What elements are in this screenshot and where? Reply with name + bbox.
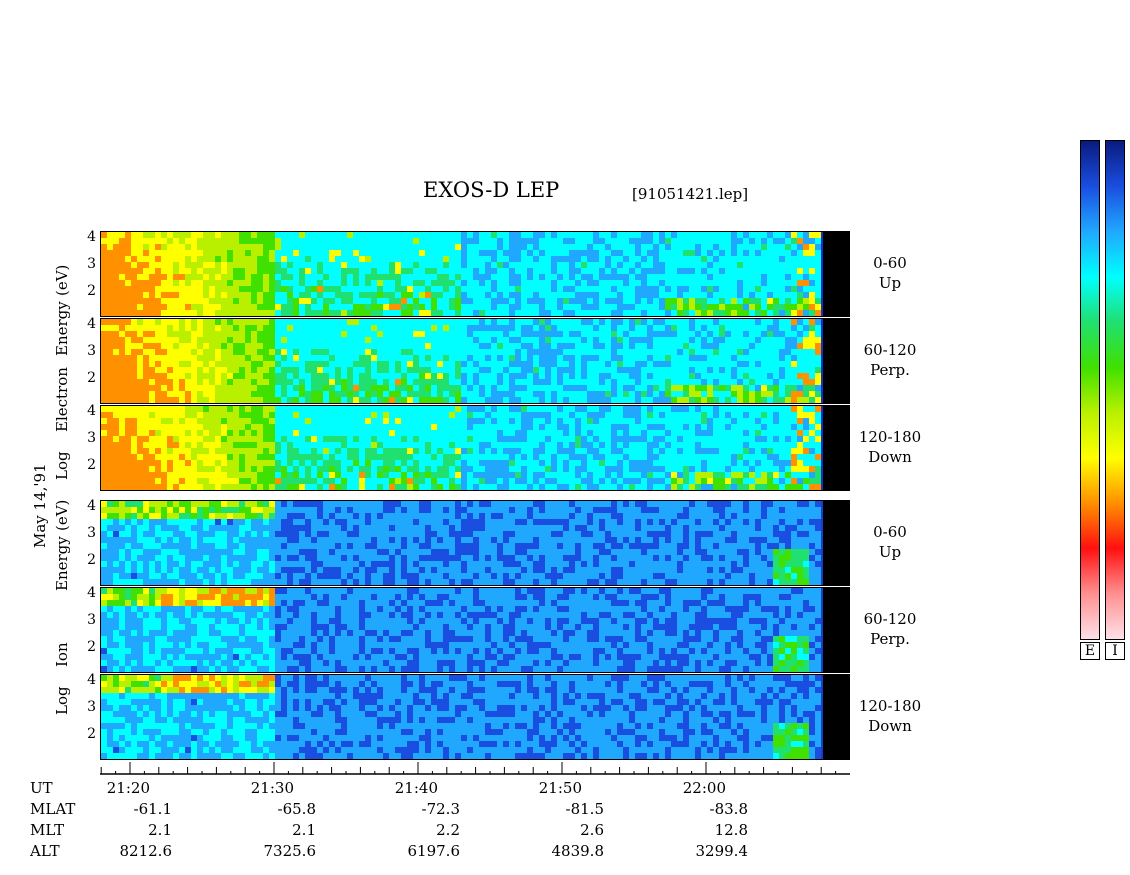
panel-pitch-range: 0-60 xyxy=(873,523,907,541)
x-value-alt: 4839.8 xyxy=(551,842,605,860)
y-tick-label: 2 xyxy=(87,726,96,742)
x-value-alt: 3299.4 xyxy=(695,842,749,860)
spectrogram-electron-2 xyxy=(100,318,850,404)
y-tick-label: 3 xyxy=(87,430,96,446)
y-axis-label-word: (eV) xyxy=(53,499,71,531)
y-tick-label: 4 xyxy=(87,229,96,245)
x-value-mlt: 2.6 xyxy=(580,821,604,839)
spectrogram-electron-1 xyxy=(100,231,850,317)
y-tick-label: 2 xyxy=(87,370,96,386)
x-row-label: MLAT xyxy=(30,800,76,818)
panel-direction: Down xyxy=(868,717,912,735)
x-row-label: UT xyxy=(30,779,53,797)
y-tick-label: 4 xyxy=(87,316,96,332)
y-axis-label-word: (eV) xyxy=(53,264,71,296)
y-axis-label-word: Log xyxy=(53,686,71,715)
y-axis-label-word: Electron xyxy=(53,367,71,432)
y-tick-label: 2 xyxy=(87,457,96,473)
y-tick-label: 3 xyxy=(87,343,96,359)
x-value-mlt: 2.1 xyxy=(148,821,172,839)
x-row-label: ALT xyxy=(30,842,60,860)
y-tick-label: 3 xyxy=(87,256,96,272)
panel-label: 60-120 Perp. xyxy=(850,340,930,380)
x-value-alt: 6197.6 xyxy=(407,842,461,860)
x-value-ut: 21:30 xyxy=(250,779,294,797)
panel-direction: Down xyxy=(868,448,912,466)
x-value-mlat: -83.8 xyxy=(709,800,748,818)
y-axis-label-word: Energy xyxy=(53,536,71,591)
y-axis-label-word: Ion xyxy=(53,642,71,667)
spectrogram-ion-2 xyxy=(100,587,850,673)
y-tick-label: 4 xyxy=(87,403,96,419)
spectrogram-electron-3 xyxy=(100,405,850,491)
x-value-mlat: -81.5 xyxy=(565,800,604,818)
panel-pitch-range: 0-60 xyxy=(873,254,907,272)
date-label: May 14,'91 xyxy=(31,463,49,548)
x-value-ut: 21:50 xyxy=(538,779,582,797)
y-tick-label: 4 xyxy=(87,585,96,601)
panel-pitch-range: 120-180 xyxy=(858,697,922,715)
y-axis-label-word: Log xyxy=(53,451,71,480)
panel-direction: Perp. xyxy=(870,361,910,379)
y-tick-label: 3 xyxy=(87,612,96,628)
x-value-alt: 8212.6 xyxy=(119,842,173,860)
panel-direction: Up xyxy=(878,543,902,561)
panel-pitch-range: 120-180 xyxy=(858,428,922,446)
x-value-ut: 21:40 xyxy=(394,779,438,797)
panel-label: 120-180 Down xyxy=(850,427,930,467)
x-axis xyxy=(100,762,850,775)
y-tick-label: 2 xyxy=(87,552,96,568)
x-row-label: MLT xyxy=(30,821,65,839)
colorbar-ion xyxy=(1105,140,1125,640)
spectrogram-ion-3 xyxy=(100,674,850,760)
x-value-mlat: -72.3 xyxy=(421,800,460,818)
colorbar-electron xyxy=(1080,140,1100,640)
panel-pitch-range: 60-120 xyxy=(863,610,917,628)
panel-label: 60-120 Perp. xyxy=(850,609,930,649)
y-tick-label: 4 xyxy=(87,498,96,514)
x-value-mlt: 2.1 xyxy=(292,821,316,839)
y-tick-label: 2 xyxy=(87,283,96,299)
panel-label: 0-60 Up xyxy=(850,522,930,562)
colorbar-label-e: E xyxy=(1080,642,1100,660)
x-value-mlat: -61.1 xyxy=(133,800,172,818)
x-value-ut: 21:20 xyxy=(106,779,150,797)
file-label: [91051421.lep] xyxy=(632,185,749,203)
panel-direction: Perp. xyxy=(870,630,910,648)
chart-title: EXOS-D LEP xyxy=(423,178,560,202)
panel-label: 0-60 Up xyxy=(850,253,930,293)
x-value-mlt: 12.8 xyxy=(714,821,748,839)
y-tick-label: 2 xyxy=(87,639,96,655)
y-tick-label: 3 xyxy=(87,699,96,715)
panel-direction: Up xyxy=(878,274,902,292)
spectrogram-ion-1 xyxy=(100,500,850,586)
x-value-mlt: 2.2 xyxy=(436,821,460,839)
panel-pitch-range: 60-120 xyxy=(863,341,917,359)
colorbar-label-i: I xyxy=(1105,642,1125,660)
y-tick-label: 3 xyxy=(87,525,96,541)
x-value-alt: 7325.6 xyxy=(263,842,317,860)
y-tick-label: 4 xyxy=(87,672,96,688)
x-value-ut: 22:00 xyxy=(682,779,726,797)
x-value-mlat: -65.8 xyxy=(277,800,316,818)
panel-label: 120-180 Down xyxy=(850,696,930,736)
y-axis-label-word: Energy xyxy=(53,301,71,356)
